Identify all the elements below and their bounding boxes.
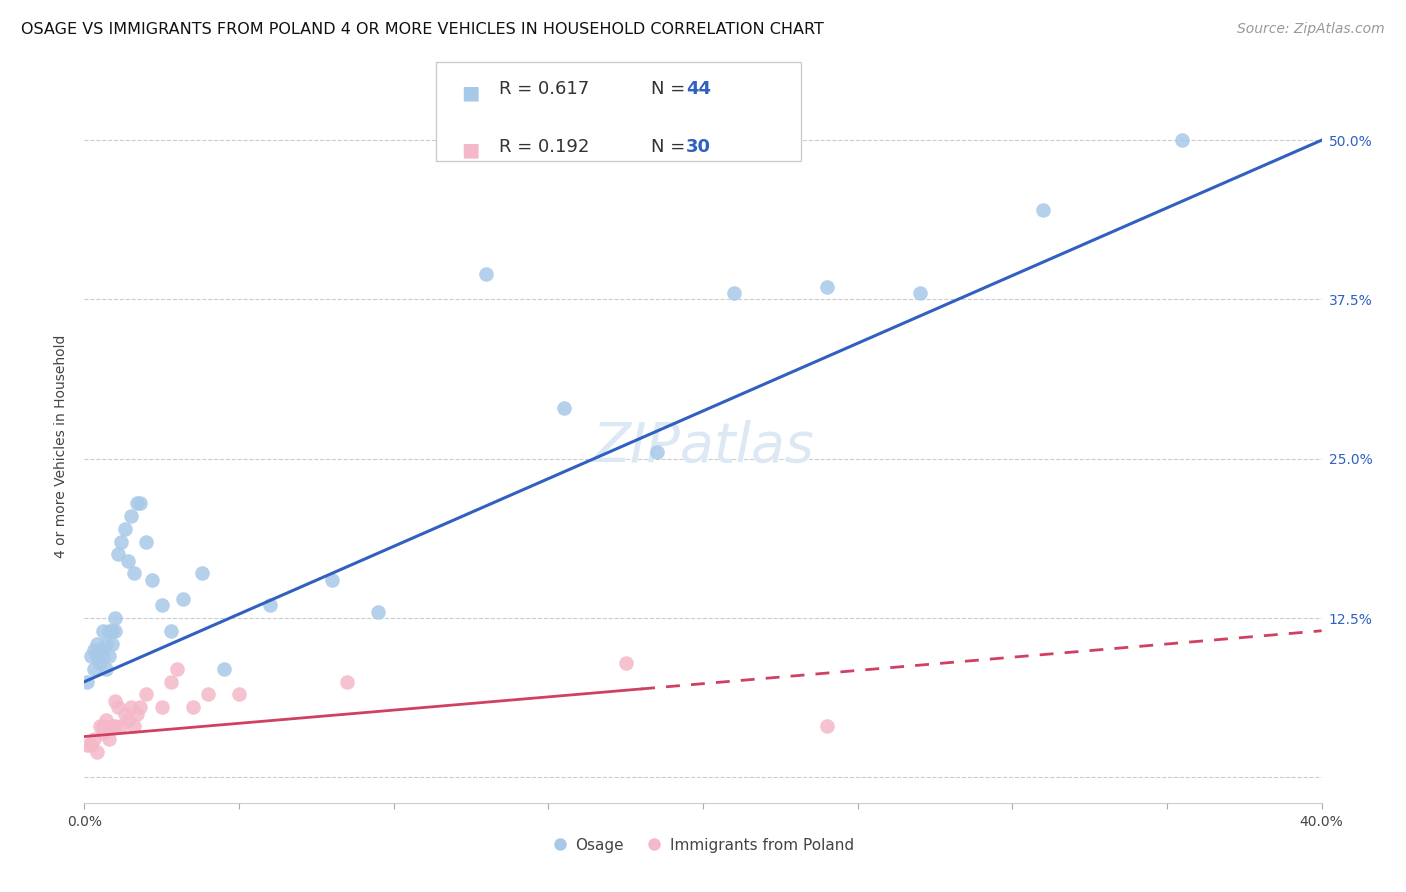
Point bbox=[104, 694, 127, 708]
Text: ZIPatlas: ZIPatlas bbox=[592, 419, 814, 473]
Point bbox=[336, 674, 359, 689]
Point bbox=[125, 706, 148, 721]
Point bbox=[150, 599, 173, 613]
Point bbox=[122, 566, 145, 581]
Point bbox=[166, 662, 188, 676]
Point bbox=[125, 496, 148, 510]
Text: N =: N = bbox=[651, 138, 690, 156]
Point bbox=[104, 611, 127, 625]
Point bbox=[91, 725, 114, 739]
Point bbox=[172, 591, 194, 606]
Point bbox=[122, 719, 145, 733]
Point bbox=[117, 554, 139, 568]
Point bbox=[114, 522, 136, 536]
Point bbox=[815, 279, 838, 293]
Point bbox=[83, 732, 105, 747]
Point bbox=[91, 624, 114, 638]
Point bbox=[120, 700, 142, 714]
Point bbox=[94, 713, 117, 727]
Point bbox=[79, 649, 101, 664]
Point bbox=[150, 700, 173, 714]
Point bbox=[181, 700, 204, 714]
Point bbox=[141, 573, 163, 587]
Point bbox=[212, 662, 235, 676]
Point bbox=[86, 636, 108, 650]
Point bbox=[191, 566, 214, 581]
Point bbox=[259, 599, 281, 613]
Text: OSAGE VS IMMIGRANTS FROM POLAND 4 OR MORE VEHICLES IN HOUSEHOLD CORRELATION CHAR: OSAGE VS IMMIGRANTS FROM POLAND 4 OR MOR… bbox=[21, 22, 824, 37]
Point bbox=[908, 286, 931, 301]
Point bbox=[98, 732, 121, 747]
Text: N =: N = bbox=[651, 80, 690, 98]
Text: Source: ZipAtlas.com: Source: ZipAtlas.com bbox=[1237, 22, 1385, 37]
Point bbox=[86, 745, 108, 759]
Text: 44: 44 bbox=[686, 80, 711, 98]
Point bbox=[89, 643, 111, 657]
Point bbox=[120, 509, 142, 524]
Point bbox=[135, 534, 157, 549]
Point bbox=[83, 643, 105, 657]
Point bbox=[367, 605, 389, 619]
Point bbox=[228, 688, 250, 702]
Point bbox=[614, 656, 637, 670]
Point bbox=[104, 719, 127, 733]
Point bbox=[110, 719, 132, 733]
Point bbox=[107, 547, 129, 561]
Point bbox=[101, 636, 124, 650]
Y-axis label: 4 or more Vehicles in Household: 4 or more Vehicles in Household bbox=[55, 334, 69, 558]
Point bbox=[79, 739, 101, 753]
Text: ■: ■ bbox=[461, 83, 479, 102]
Point bbox=[91, 719, 114, 733]
Point bbox=[723, 286, 745, 301]
Point bbox=[129, 496, 152, 510]
Point bbox=[110, 534, 132, 549]
Point bbox=[98, 624, 121, 638]
Point bbox=[98, 649, 121, 664]
Point bbox=[86, 649, 108, 664]
Point bbox=[117, 713, 139, 727]
Point bbox=[1032, 203, 1054, 218]
Point bbox=[83, 662, 105, 676]
Point bbox=[107, 700, 129, 714]
Point bbox=[89, 656, 111, 670]
Point bbox=[1171, 133, 1194, 147]
Legend: Osage, Immigrants from Poland: Osage, Immigrants from Poland bbox=[546, 832, 860, 859]
Point bbox=[114, 706, 136, 721]
Point bbox=[197, 688, 219, 702]
Point bbox=[815, 719, 838, 733]
Point bbox=[135, 688, 157, 702]
Point bbox=[129, 700, 152, 714]
Text: R = 0.617: R = 0.617 bbox=[499, 80, 589, 98]
Text: ■: ■ bbox=[461, 140, 479, 159]
Point bbox=[553, 401, 575, 415]
Point bbox=[89, 719, 111, 733]
Point bbox=[160, 624, 183, 638]
Text: R = 0.192: R = 0.192 bbox=[499, 138, 589, 156]
Point bbox=[104, 624, 127, 638]
Point bbox=[94, 662, 117, 676]
Point bbox=[160, 674, 183, 689]
Point bbox=[91, 649, 114, 664]
Text: 30: 30 bbox=[686, 138, 711, 156]
Point bbox=[101, 719, 124, 733]
Point bbox=[475, 267, 498, 281]
Point bbox=[645, 445, 668, 459]
Point bbox=[321, 573, 343, 587]
Point bbox=[76, 739, 98, 753]
Point bbox=[101, 624, 124, 638]
Point bbox=[94, 636, 117, 650]
Point bbox=[76, 674, 98, 689]
